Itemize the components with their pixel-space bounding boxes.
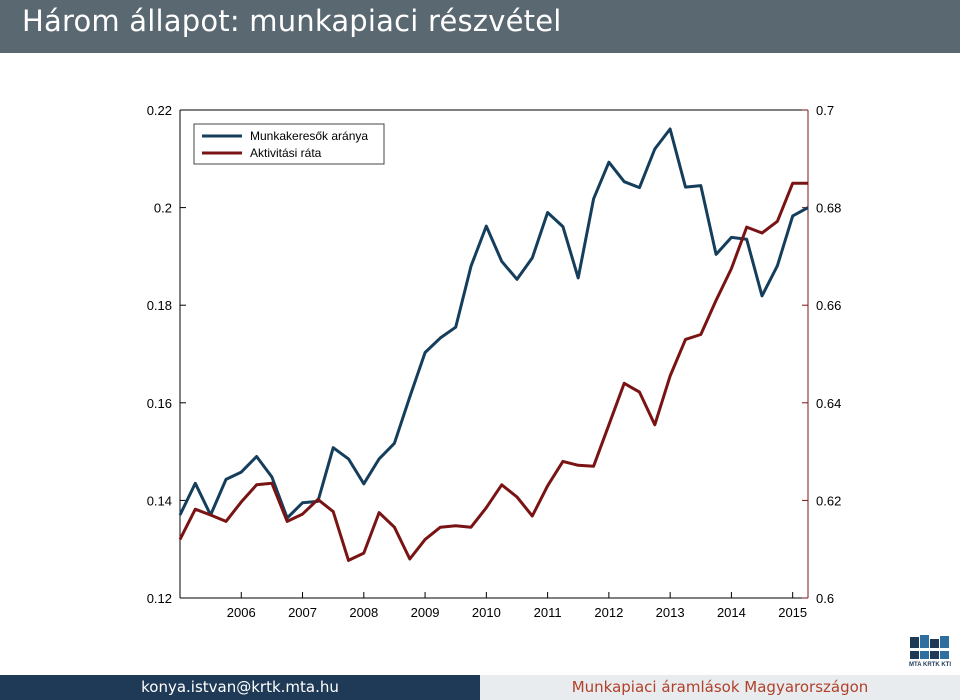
legend-label: Munkakeresők aránya [250,129,368,143]
x-axis-tick-label: 2007 [288,605,317,620]
x-axis-tick-label: 2012 [594,605,623,620]
slide-title: Három állapot: munkapiaci részvétel [22,4,562,38]
series-line-jobseekers [178,127,809,520]
footer-email[interactable]: konya.istvan@krtk.mta.hu [0,675,480,700]
left-axis-tick-label: 0.18 [147,298,172,313]
left-axis-tick-label: 0.14 [147,493,172,508]
logo-mark-icon [910,635,949,659]
left-axis-tick-label: 0.12 [147,591,172,606]
chart-legend: Munkakeresők aránya Aktivitási ráta [193,123,385,165]
x-axis-tick-label: 2014 [717,605,746,620]
footer-presentation-title: Munkapiaci áramlások Magyarországon [480,675,960,700]
x-axis-tick-label: 2008 [349,605,378,620]
legend-box [193,123,385,165]
x-axis-tick-label: 2009 [411,605,440,620]
x-axis-tick-label: 2006 [227,605,256,620]
right-axis-tick-label: 0.64 [816,396,841,411]
x-axis-tick-label: 2011 [534,605,562,620]
chart-axes: 0.12 0.14 0.16 0.18 0.2 0.22 0.6 0.62 0.64 0.66 0.… [147,103,842,620]
title-bar: Három állapot: munkapiaci részvétel [0,0,960,53]
mta-krtk-kti-logo: MTA KRTK KTI [908,633,952,671]
left-axis-tick-label: 0.16 [147,396,172,411]
legend-label: Aktivitási ráta [250,146,322,160]
chart-series [178,127,809,562]
left-axis-tick-label: 0.22 [147,103,172,118]
right-axis-tick-label: 0.66 [816,298,841,313]
right-axis-tick-label: 0.62 [816,493,841,508]
x-axis-tick-label: 2015 [778,605,807,620]
logo-label: MTA KRTK KTI [909,662,951,668]
right-axis-tick-label: 0.68 [816,201,841,216]
left-axis-tick-label: 0.2 [154,201,172,216]
x-axis-tick-label: 2010 [472,605,501,620]
series-line-activity-rate [178,181,808,562]
right-axis-tick-label: 0.6 [816,591,834,606]
right-axis-tick-label: 0.7 [816,103,834,118]
x-axis-tick-label: 2013 [656,605,685,620]
line-chart: 0.12 0.14 0.16 0.18 0.2 0.22 0.6 0.62 0.64 0.66 0.… [147,103,842,620]
